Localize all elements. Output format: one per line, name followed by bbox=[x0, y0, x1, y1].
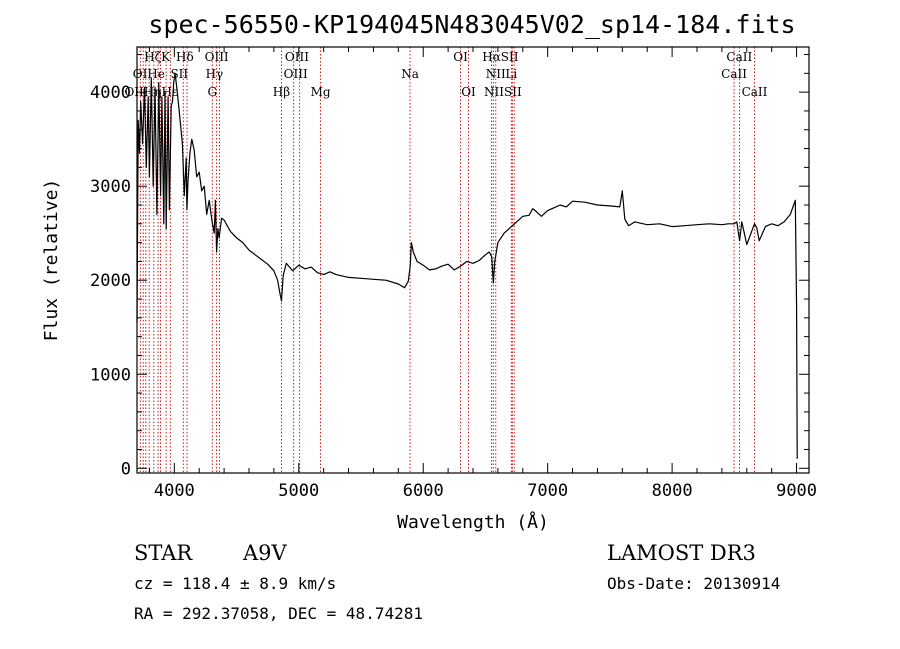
y-axis-label: Flux (relative) bbox=[41, 179, 62, 342]
line-label: Hγ bbox=[206, 67, 224, 81]
spectral-subclass: A9V bbox=[242, 541, 288, 565]
line-label: NII bbox=[486, 67, 506, 81]
y-axis-ticks: 0 1000 2000 3000 4000 bbox=[90, 54, 809, 479]
line-label: OIII bbox=[205, 50, 229, 64]
x-tick-label: 7000 bbox=[527, 481, 568, 501]
x-axis-ticks: 4000 5000 6000 7000 8000 9000 bbox=[148, 47, 817, 501]
line-label: SII bbox=[170, 67, 188, 81]
emission-line-labels: HζK Hδ OIII OIII OI HαSII CaII OIHe SII Hγ OIII Na N… bbox=[124, 50, 767, 99]
plot-frame bbox=[136, 46, 810, 474]
line-label: OIII bbox=[284, 67, 308, 81]
line-label: CaII bbox=[721, 67, 747, 81]
spectrum-line bbox=[136, 72, 798, 459]
x-tick-label: 6000 bbox=[403, 481, 444, 501]
line-label: Na bbox=[401, 67, 419, 81]
y-tick-label: 3000 bbox=[90, 177, 131, 197]
y-tick-label: 0 bbox=[121, 459, 131, 479]
y-tick-label: 1000 bbox=[90, 365, 131, 385]
line-label: Li bbox=[505, 67, 517, 81]
line-label: OIII bbox=[285, 50, 309, 64]
x-tick-label: 9000 bbox=[776, 481, 817, 501]
line-label: NIISII bbox=[484, 85, 522, 99]
line-label: OI bbox=[453, 50, 468, 64]
line-label: Mg bbox=[311, 85, 331, 99]
line-label: Hβ bbox=[273, 85, 290, 99]
line-label: OI bbox=[461, 85, 476, 99]
x-tick-label: 8000 bbox=[652, 481, 693, 501]
object-class: STAR bbox=[134, 541, 193, 565]
line-label: OIHe bbox=[133, 67, 165, 81]
survey-name: LAMOST DR3 bbox=[607, 541, 756, 565]
line-label: CaII bbox=[742, 85, 768, 99]
y-tick-label: 2000 bbox=[90, 271, 131, 291]
emission-line-markers bbox=[139, 47, 755, 473]
line-label: Hδ bbox=[176, 50, 194, 64]
x-axis-label: Wavelength (Å) bbox=[397, 511, 549, 533]
x-tick-label: 4000 bbox=[154, 481, 195, 501]
chart-title: spec-56550-KP194045N483045V02_sp14-184.f… bbox=[148, 10, 795, 39]
coordinates: RA = 292.37058, DEC = 48.74281 bbox=[134, 604, 423, 623]
line-label: HαSII bbox=[482, 50, 519, 64]
line-label: G bbox=[207, 85, 217, 99]
line-label: CaII bbox=[726, 50, 752, 64]
x-tick-label: 5000 bbox=[278, 481, 319, 501]
redshift-text: cz = 118.4 ± 8.9 km/s bbox=[134, 574, 336, 593]
obs-date: Obs-Date: 20130914 bbox=[607, 574, 780, 593]
y-tick-label: 4000 bbox=[90, 83, 131, 103]
line-label: HζK bbox=[144, 50, 171, 64]
